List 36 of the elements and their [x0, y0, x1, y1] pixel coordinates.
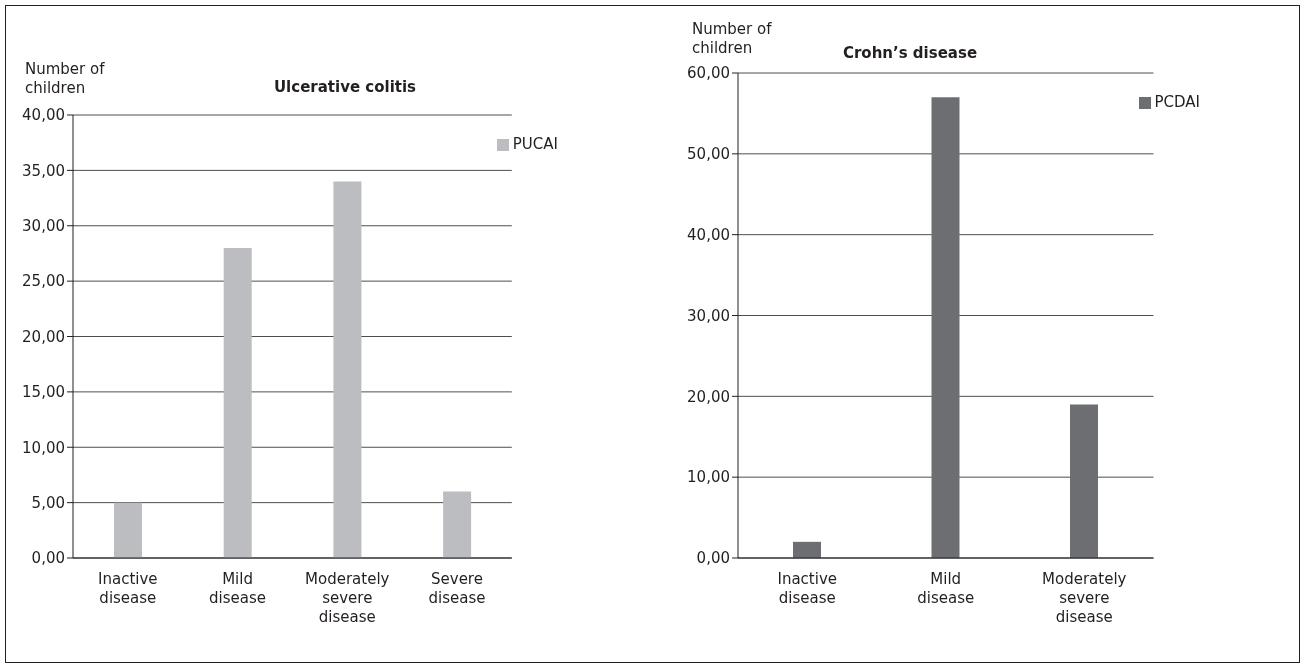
y-tick-label: 20,00	[22, 327, 65, 346]
y-tick-label: 35,00	[22, 161, 65, 180]
bar	[793, 541, 821, 558]
chart-title: Ulcerative colitis	[272, 78, 418, 96]
y-tick-label: 25,00	[22, 272, 65, 291]
bar	[333, 181, 362, 558]
x-tick-label: Mild disease	[209, 570, 267, 607]
x-tick-label: Inactive disease	[98, 570, 158, 607]
x-tick-label: Moderately severe disease	[305, 570, 390, 626]
y-tick-label: 60,00	[687, 64, 730, 83]
y-tick-label: 20,00	[687, 387, 730, 406]
bar	[443, 491, 472, 558]
y-tick-label: 15,00	[22, 383, 65, 402]
y-tick-label: 0,00	[696, 549, 730, 568]
x-tick-label: Mild disease	[917, 570, 975, 607]
y-tick-label: 10,00	[22, 438, 65, 457]
x-tick-label: Inactive disease	[777, 570, 838, 607]
bar	[931, 97, 960, 558]
bar	[114, 502, 142, 558]
y-tick-label: 10,00	[687, 468, 730, 487]
y-tick-label: 5,00	[31, 493, 65, 512]
x-tick-label: Severe disease	[428, 570, 486, 607]
x-tick-label: Moderately severe disease	[1042, 570, 1127, 626]
y-tick-label: 30,00	[22, 217, 65, 236]
y-tick-label: 0,00	[31, 549, 65, 568]
y-tick-label: 40,00	[22, 106, 65, 125]
y-axis-title: Number of children	[25, 60, 106, 98]
y-tick-label: 50,00	[687, 145, 730, 164]
bar	[223, 247, 252, 558]
y-axis-title: Number of children	[692, 20, 773, 58]
bar	[1070, 404, 1098, 558]
y-tick-label: 30,00	[687, 306, 730, 325]
y-tick-label: 40,00	[687, 225, 730, 244]
legend-label: PUCAI	[512, 135, 558, 153]
legend-label: PCDAI	[1154, 93, 1200, 111]
chart-title: Crohn’s disease	[841, 44, 979, 62]
